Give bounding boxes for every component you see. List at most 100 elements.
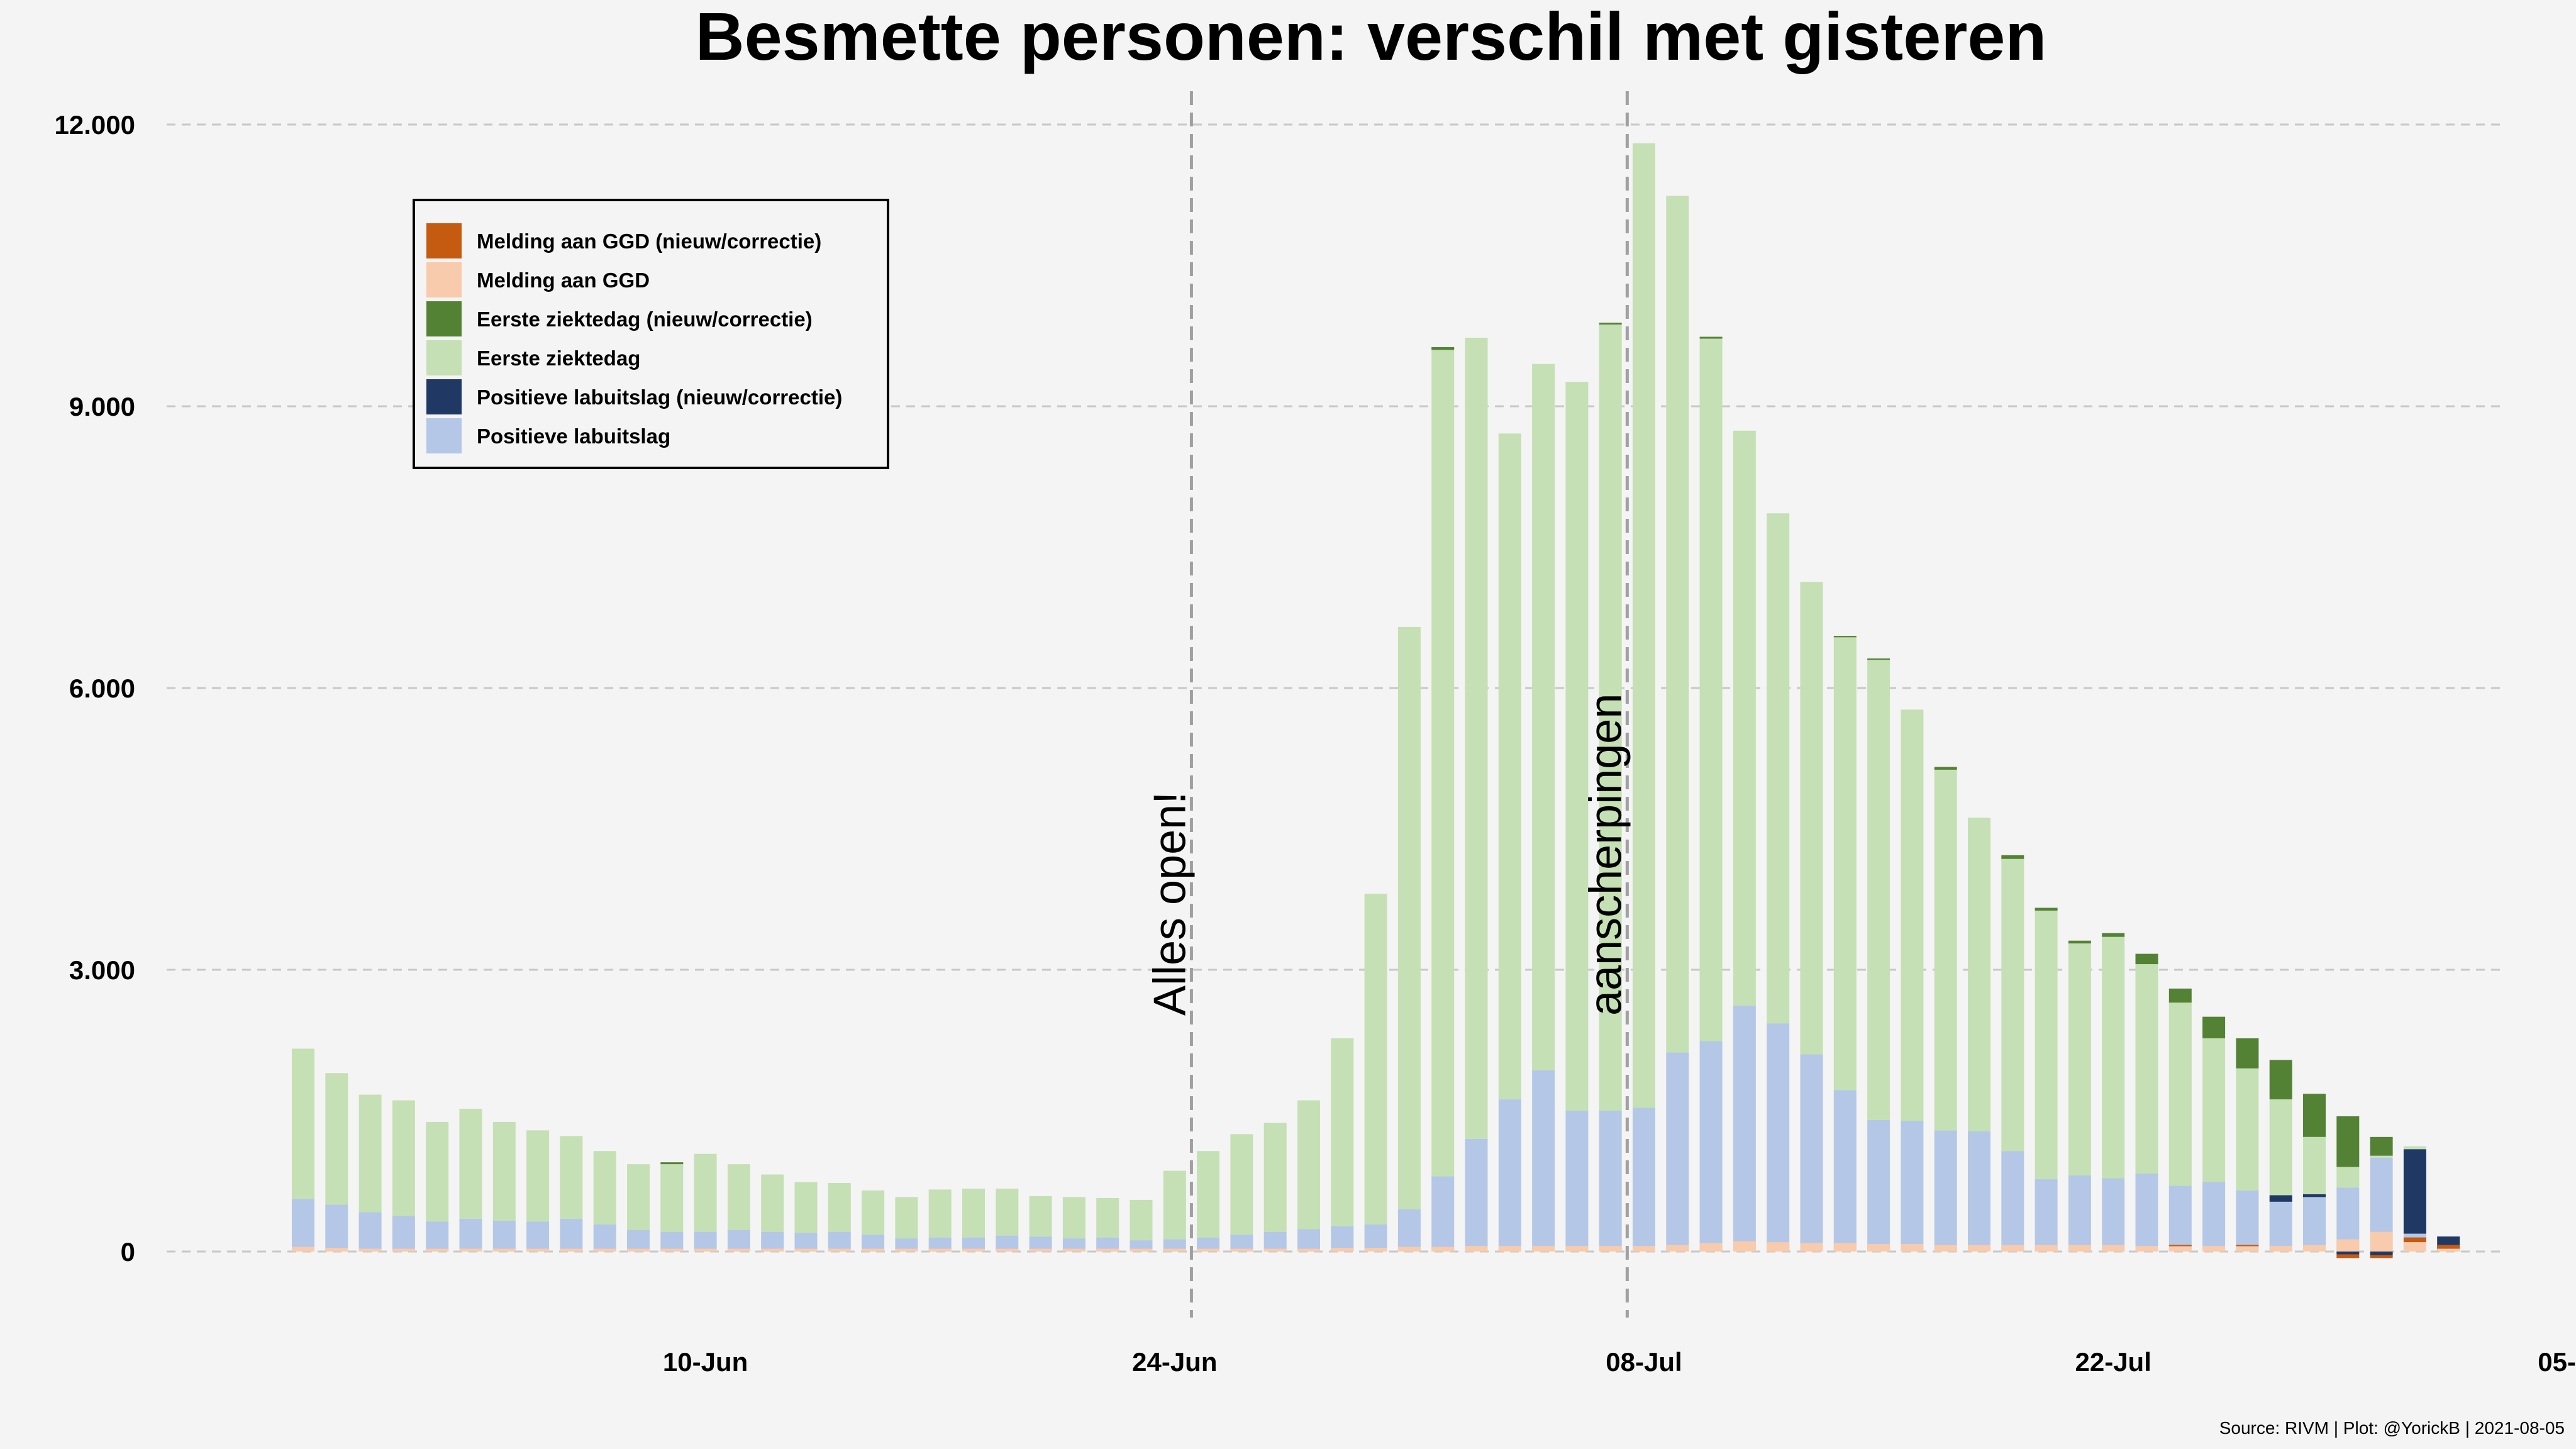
- bar-group: [1498, 433, 1521, 1252]
- bar-ziek: [1062, 1197, 1085, 1239]
- bar-lab: [492, 1220, 516, 1252]
- bar-ziek: [1297, 1100, 1320, 1230]
- bar-group: [2001, 855, 2024, 1252]
- y-tick-label: 12.000: [55, 110, 135, 140]
- bar-ggd: [1498, 1246, 1521, 1252]
- bar-lab: [727, 1230, 750, 1252]
- bar-ggd: [560, 1248, 583, 1252]
- bar-lab: [1498, 1099, 1521, 1252]
- bar-lab: [1800, 1054, 1823, 1252]
- y-tick-label: 9.000: [69, 392, 135, 421]
- x-tick-label: 24-Jun: [1132, 1347, 1217, 1377]
- bar-ziek: [2269, 1099, 2292, 1196]
- bar-group: [426, 1121, 449, 1252]
- annotation-lines: Alles open! aanscherpingen: [1145, 91, 1631, 1318]
- bar-ziek-new: [2303, 1094, 2326, 1137]
- bar-group: [2269, 1060, 2292, 1252]
- bar-group: [1197, 1151, 1220, 1252]
- bar-lab: [2303, 1197, 2326, 1252]
- bar-ziek-new: [2135, 953, 2158, 965]
- bar-lab: [2068, 1175, 2091, 1252]
- bar-ggd: [1901, 1244, 1924, 1252]
- bar-ziek: [1666, 196, 1689, 1053]
- bar-ziek: [2403, 1146, 2426, 1150]
- bar-lab: [928, 1237, 952, 1252]
- bar-ziek-new: [1833, 636, 1857, 638]
- bar-lab: [1901, 1121, 1924, 1252]
- bar-lab: [1565, 1111, 1589, 1252]
- bar-ziek: [1934, 769, 1957, 1131]
- bar-lab: [325, 1204, 348, 1252]
- bar-ggd: [2168, 1246, 2192, 1252]
- bar-lab: [560, 1218, 583, 1252]
- x-tick-label: 08-Jul: [1606, 1347, 1682, 1377]
- bar-ziek-new: [2035, 908, 2058, 911]
- bar-ziek-new: [1934, 767, 1957, 770]
- bar-group: [1364, 894, 1387, 1252]
- bar-group: [2102, 933, 2125, 1252]
- bar-ggd: [1733, 1241, 1756, 1252]
- bar-ziek: [492, 1121, 516, 1221]
- bar-ggd: [694, 1248, 717, 1252]
- y-tick-label: 0: [121, 1237, 135, 1267]
- bar-group: [1163, 1170, 1186, 1252]
- bar-lab: [895, 1238, 918, 1252]
- bar-ziek: [996, 1188, 1019, 1236]
- bar-lab: [392, 1216, 415, 1252]
- bar-ggd: [1833, 1243, 1857, 1252]
- bar-ggd: [1465, 1246, 1488, 1252]
- bar-ziek-new: [1699, 336, 1723, 339]
- legend-box: [413, 199, 889, 469]
- bar-group: [593, 1151, 616, 1252]
- legend-label: Melding aan GGD: [477, 269, 650, 292]
- bar-lab: [1331, 1226, 1354, 1252]
- bar-group: [627, 1164, 650, 1252]
- bar-ziek-new: [2370, 1136, 2393, 1156]
- bar-ziek: [1498, 433, 1521, 1100]
- bar-ggd: [1934, 1245, 1957, 1252]
- bar-ziek-new: [2168, 988, 2192, 1003]
- bar-ggd: [1800, 1243, 1823, 1252]
- bar-ggd: [392, 1248, 415, 1252]
- bar-ggd: [492, 1248, 516, 1252]
- bar-ziek: [1431, 350, 1455, 1177]
- x-tick-label: 05-Aug: [2538, 1347, 2576, 1377]
- bar-lab: [1364, 1224, 1387, 1252]
- bar-ggd: [727, 1248, 750, 1252]
- bar-lab-new: [2403, 1149, 2426, 1234]
- bar-lab: [1633, 1108, 1655, 1252]
- legend-swatch: [426, 223, 462, 258]
- bar-ggd: [1297, 1248, 1320, 1252]
- bar-group: [2303, 1094, 2326, 1252]
- legend-swatch: [426, 340, 462, 375]
- bar-ziek: [1867, 660, 1890, 1120]
- bar-lab: [761, 1231, 784, 1252]
- bar-ggd: [292, 1246, 314, 1252]
- bar-ggd: [1397, 1246, 1421, 1252]
- legend-label: Positieve labuitslag: [477, 425, 670, 448]
- bar-ziek: [1130, 1199, 1153, 1241]
- bar-correction-negative: [2336, 1252, 2360, 1255]
- x-axis-ticks: 10-Jun 24-Jun 08-Jul 22-Jul 05-Aug: [663, 1347, 2576, 1377]
- bar-ziek: [660, 1164, 684, 1232]
- bar-lab: [292, 1199, 314, 1252]
- bar-ziek-new: [1599, 323, 1622, 325]
- bar-lab: [1833, 1090, 1857, 1252]
- bar-ggd: [828, 1248, 851, 1252]
- bar-group: [292, 1048, 314, 1252]
- bar-group: [1465, 337, 1488, 1252]
- legend-label: Eerste ziektedag (nieuw/correctie): [477, 308, 813, 331]
- bar-group: [928, 1189, 952, 1252]
- x-tick-label: 22-Jul: [2075, 1347, 2151, 1377]
- bar-lab: [2135, 1174, 2158, 1252]
- bar-ziek-new: [1431, 347, 1455, 350]
- bar-lab: [1465, 1138, 1488, 1252]
- bar-ziek: [2202, 1038, 2226, 1182]
- bar-lab: [1666, 1052, 1689, 1252]
- bar-group: [358, 1094, 382, 1252]
- bar-ggd: [426, 1248, 449, 1252]
- bar-lab: [1397, 1209, 1421, 1252]
- bar-lab: [1867, 1119, 1890, 1252]
- bar-ggd: [761, 1248, 784, 1252]
- bar-ggd: [593, 1248, 616, 1252]
